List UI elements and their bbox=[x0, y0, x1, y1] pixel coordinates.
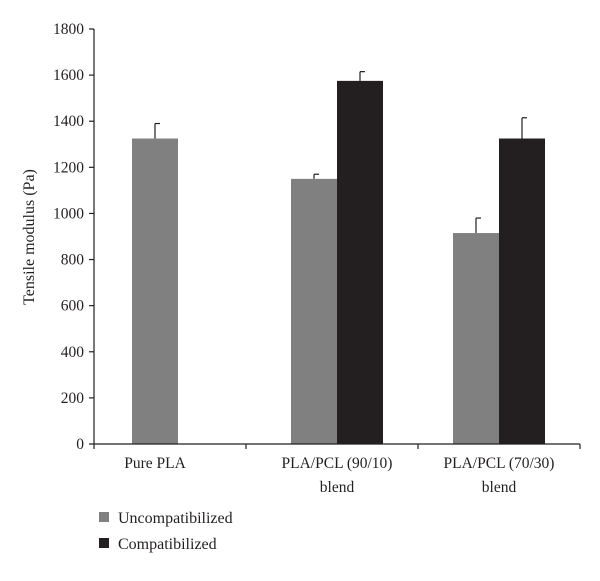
bar bbox=[291, 178, 337, 444]
x-category-label: PLA/PCL (90/10) bbox=[282, 455, 393, 472]
bar bbox=[499, 138, 545, 444]
bar bbox=[453, 233, 499, 444]
legend: Uncompatibilized Compatibilized bbox=[99, 510, 233, 553]
y-tick-label: 0 bbox=[76, 436, 84, 453]
x-category-label: Pure PLA bbox=[124, 455, 186, 472]
legend-swatch bbox=[99, 512, 109, 522]
y-tick-label: 600 bbox=[61, 298, 85, 315]
y-tick-label: 1400 bbox=[53, 113, 84, 130]
x-category-label: blend bbox=[482, 479, 517, 496]
legend-swatch bbox=[99, 538, 109, 548]
chart-marks bbox=[132, 71, 545, 444]
y-tick-label: 1600 bbox=[53, 67, 84, 84]
bar bbox=[337, 80, 383, 444]
x-axis-labels: Pure PLA PLA/PCL (90/10) blend PLA/PCL (70/… bbox=[124, 455, 554, 496]
y-tick-label: 1200 bbox=[53, 159, 84, 176]
x-category-label: blend bbox=[320, 479, 355, 496]
legend-label: Compatibilized bbox=[118, 536, 217, 553]
y-tick-label: 800 bbox=[61, 252, 85, 269]
y-tick-label: 400 bbox=[61, 344, 85, 361]
bar bbox=[132, 138, 178, 444]
y-tick-label: 200 bbox=[61, 390, 85, 407]
y-tick-label: 1800 bbox=[53, 21, 84, 38]
legend-label: Uncompatibilized bbox=[118, 510, 233, 527]
y-axis-ticks: 0 200 400 600 800 1000 1200 1400 1600 1800 bbox=[53, 21, 581, 453]
x-category-label: PLA/PCL (70/30) bbox=[444, 455, 555, 472]
y-tick-label: 1000 bbox=[53, 205, 84, 222]
y-axis-title: Tensile modulus (Pa) bbox=[21, 169, 38, 305]
